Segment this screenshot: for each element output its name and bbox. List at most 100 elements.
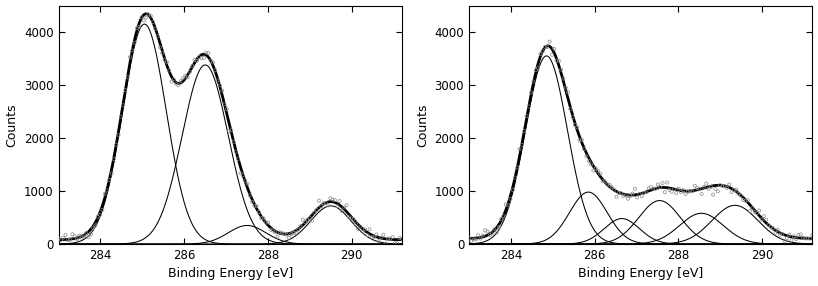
Point — [684, 188, 697, 193]
Point — [573, 138, 587, 143]
Point — [386, 235, 399, 239]
Point — [391, 241, 404, 246]
Point — [704, 184, 717, 189]
Point — [801, 236, 814, 241]
Point — [587, 168, 600, 173]
Point — [338, 205, 351, 210]
Point — [282, 235, 295, 240]
Point — [536, 49, 549, 53]
Point — [699, 181, 712, 186]
Point — [218, 102, 231, 107]
Point — [483, 233, 497, 237]
Point — [191, 58, 204, 63]
Point — [775, 232, 789, 236]
Point — [603, 182, 616, 187]
Point — [661, 180, 674, 185]
Point — [476, 233, 489, 238]
Point — [276, 231, 289, 235]
Point — [755, 217, 768, 222]
Point — [538, 45, 551, 49]
Point — [746, 206, 759, 210]
Point — [154, 45, 167, 49]
Point — [352, 227, 365, 231]
Point — [92, 214, 105, 219]
Point — [155, 51, 169, 55]
Point — [760, 217, 773, 222]
Point — [356, 230, 369, 234]
Point — [688, 183, 701, 188]
Point — [799, 236, 812, 241]
Point — [197, 55, 210, 60]
Point — [130, 26, 143, 30]
Point — [372, 239, 385, 243]
Point — [273, 230, 286, 235]
Point — [101, 188, 114, 193]
Point — [326, 197, 339, 202]
Point — [612, 191, 625, 195]
Point — [296, 217, 309, 222]
Point — [192, 55, 205, 59]
Point — [229, 149, 242, 154]
Point — [116, 103, 129, 108]
Point — [186, 63, 199, 68]
X-axis label: Binding Energy [eV]: Binding Energy [eV] — [168, 267, 293, 281]
Point — [769, 231, 782, 235]
Point — [744, 208, 757, 213]
Point — [115, 114, 128, 119]
Point — [541, 45, 554, 49]
Point — [510, 165, 524, 170]
Point — [753, 208, 766, 213]
Point — [552, 59, 565, 63]
Point — [709, 187, 722, 191]
Point — [730, 187, 743, 192]
Point — [231, 157, 245, 161]
Point — [358, 227, 371, 232]
Point — [582, 159, 596, 163]
Point — [571, 125, 584, 130]
Point — [686, 189, 699, 194]
Point — [213, 83, 227, 88]
Point — [236, 173, 249, 178]
Point — [654, 185, 667, 189]
Point — [569, 123, 582, 127]
Point — [103, 178, 116, 182]
Point — [211, 78, 224, 83]
Point — [319, 200, 332, 205]
Point — [250, 204, 263, 208]
Point — [513, 147, 526, 152]
Point — [713, 183, 726, 187]
Point — [126, 48, 139, 53]
Point — [188, 58, 201, 62]
Point — [96, 208, 109, 212]
Point — [674, 190, 687, 194]
Point — [550, 58, 563, 63]
Point — [165, 79, 178, 84]
Point — [169, 81, 182, 86]
Point — [598, 179, 611, 184]
Point — [267, 228, 280, 233]
Point — [506, 188, 519, 192]
Point — [716, 184, 729, 188]
Point — [663, 188, 676, 192]
Point — [672, 186, 685, 191]
Point — [490, 230, 503, 235]
Point — [310, 208, 323, 212]
Point — [107, 157, 120, 162]
Point — [806, 233, 818, 237]
Point — [59, 233, 72, 237]
Point — [330, 204, 344, 208]
Point — [647, 186, 660, 191]
Point — [375, 235, 388, 240]
Point — [467, 237, 480, 242]
Point — [206, 60, 219, 65]
Point — [98, 192, 111, 196]
Point — [732, 192, 745, 196]
Point — [268, 230, 281, 235]
Point — [167, 77, 180, 82]
Point — [762, 223, 775, 227]
Point — [783, 233, 796, 237]
Point — [628, 186, 641, 191]
Point — [560, 86, 573, 90]
Point — [317, 201, 330, 205]
Point — [614, 191, 627, 195]
